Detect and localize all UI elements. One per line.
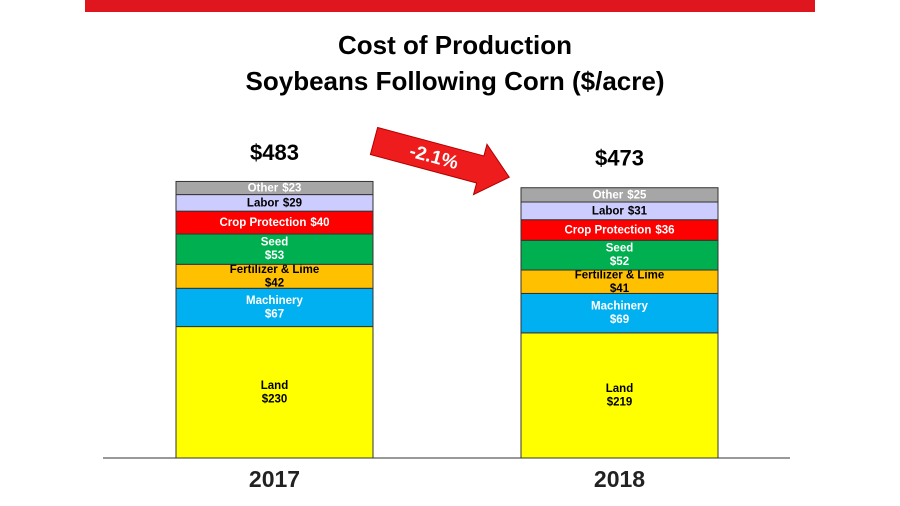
bar-segment — [520, 292, 719, 334]
x-tick-label: 2018 — [594, 466, 645, 492]
segment-label: Crop Protection $40 — [219, 217, 329, 229]
bar-segment — [175, 287, 374, 328]
total-label: $483 — [250, 140, 299, 165]
segment-label: Other $25 — [593, 189, 647, 201]
segment-value: $25 — [627, 189, 647, 201]
segment-name: Labor — [592, 205, 624, 217]
segment-value: $36 — [655, 225, 674, 237]
change-arrow: -2.1% — [369, 126, 510, 196]
chart-title: Cost of Production — [338, 30, 572, 60]
x-tick-label: 2017 — [249, 466, 300, 492]
segment-name: Seed — [261, 237, 289, 249]
segment-label: Crop Protection $36 — [564, 225, 674, 237]
chart-subtitle: Soybeans Following Corn ($/acre) — [246, 66, 665, 96]
segment-name: Crop Protection — [564, 225, 651, 237]
segment-value: $31 — [628, 205, 648, 217]
segment-name: Fertilizer & Lime — [575, 269, 664, 281]
bar-segment — [175, 180, 374, 196]
segment-value: $41 — [610, 283, 630, 295]
segment-value: $67 — [265, 308, 284, 320]
bar-segment — [520, 332, 719, 459]
arrow-shape — [369, 126, 510, 196]
segment-value: $219 — [607, 396, 633, 408]
top-banner — [85, 0, 815, 12]
bar-segment — [175, 233, 374, 265]
segment-value: $52 — [610, 256, 629, 268]
segment-name: Other — [248, 183, 279, 195]
segment-value: $40 — [310, 217, 329, 229]
segment-label: Other $23 — [248, 183, 302, 195]
segment-name: Fertilizer & Lime — [230, 264, 319, 276]
segment-name: Crop Protection — [219, 217, 306, 229]
segment-name: Land — [606, 383, 633, 395]
segment-value: $23 — [282, 183, 301, 195]
bar-segment — [175, 326, 374, 459]
segment-label: Labor $31 — [592, 205, 648, 217]
segment-name: Machinery — [591, 301, 648, 313]
segment-value: $42 — [265, 277, 284, 289]
segment-label: Labor $29 — [247, 197, 302, 209]
segment-name: Other — [593, 189, 624, 201]
segment-name: Land — [261, 380, 288, 392]
segment-name: Labor — [247, 197, 279, 209]
segment-name: Machinery — [246, 295, 303, 307]
segment-value: $230 — [262, 393, 288, 405]
segment-name: Seed — [606, 243, 634, 255]
segment-value: $29 — [283, 197, 302, 209]
bar-segment — [520, 187, 719, 203]
segment-value: $69 — [610, 314, 629, 326]
total-label: $473 — [595, 146, 644, 171]
segment-value: $53 — [265, 250, 284, 262]
